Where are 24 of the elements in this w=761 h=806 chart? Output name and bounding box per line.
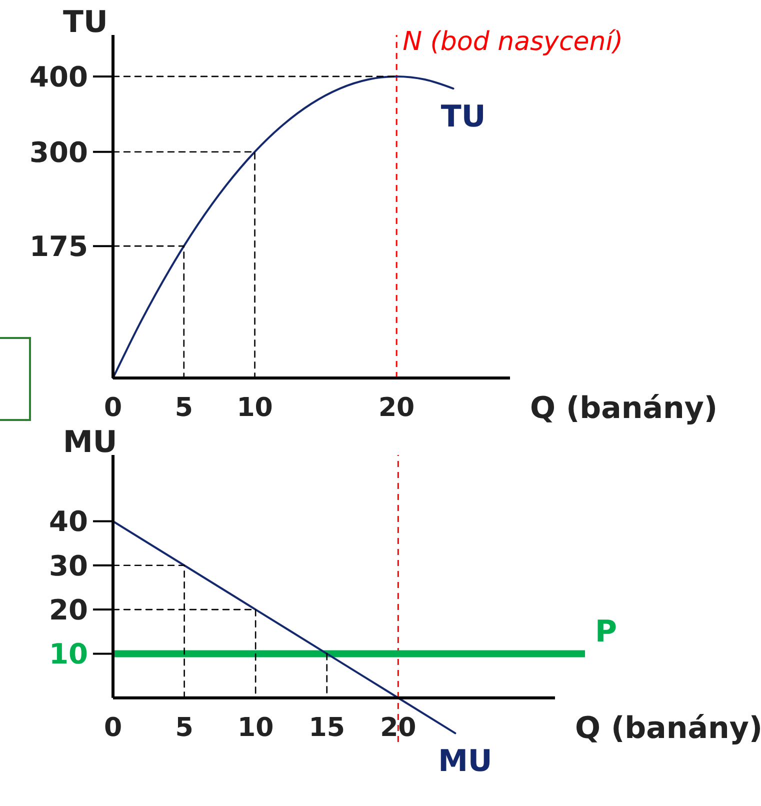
y-axis-title: TU <box>63 5 108 40</box>
x-axis-title: Q (banány) <box>530 391 718 426</box>
y-axis-title: MU <box>63 425 118 460</box>
series-label: MU <box>438 744 492 780</box>
ref-line-label: N (bod nasycení) <box>402 27 624 57</box>
x-tick-label: 10 <box>236 393 273 423</box>
x-axis-title: Q (banány) <box>575 710 761 746</box>
y-tick-label: 20 <box>49 594 88 627</box>
y-tick-label: 10 <box>49 638 88 671</box>
x-tick-label: 5 <box>175 712 194 743</box>
x-tick-label: 20 <box>380 712 416 743</box>
x-tick-label: 10 <box>237 712 274 743</box>
y-tick-label: 400 <box>30 60 88 94</box>
y-tick-label: 40 <box>49 505 88 538</box>
x-tick-label: 0 <box>104 393 122 423</box>
x-tick-label: 0 <box>104 712 122 743</box>
x-tick-label: 15 <box>308 712 345 743</box>
x-tick-label: 5 <box>174 393 193 423</box>
series-label: TU <box>440 100 486 135</box>
x-tick-label: 20 <box>378 393 415 423</box>
y-tick-label: 300 <box>30 136 88 169</box>
y-tick-label: 30 <box>49 549 88 582</box>
ref-line-label: P <box>595 614 617 650</box>
y-tick-label: 175 <box>30 230 88 264</box>
